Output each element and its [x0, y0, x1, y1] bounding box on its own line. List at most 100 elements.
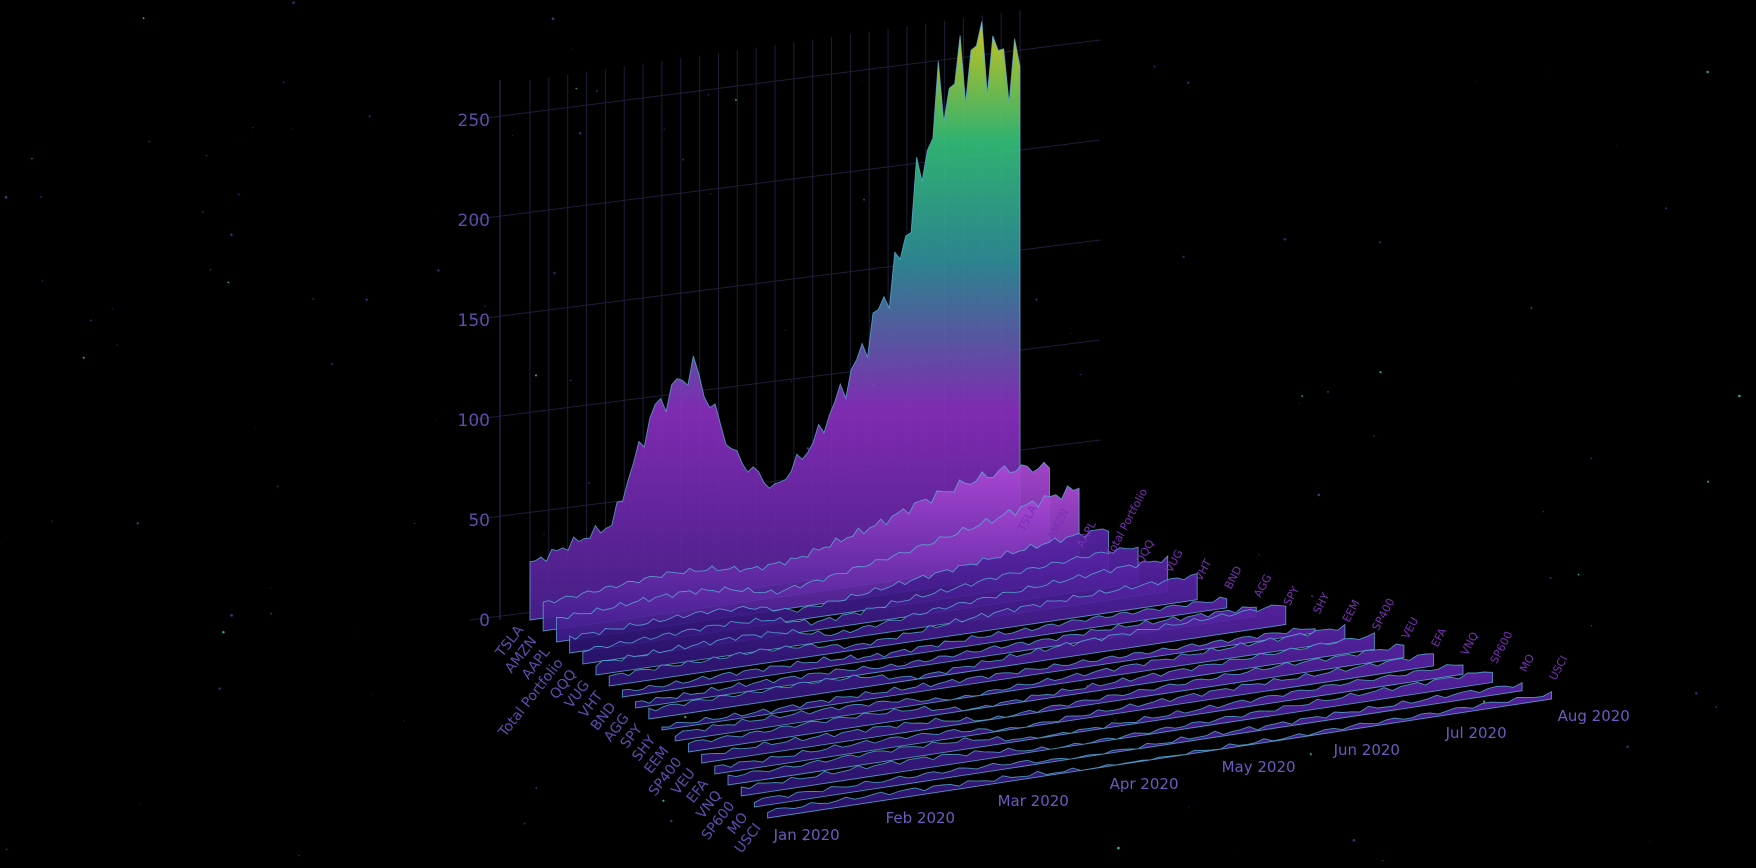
x-tick-label: Aug 2020 — [1558, 707, 1630, 725]
background-dot — [862, 80, 864, 82]
background-dot — [1590, 457, 1592, 460]
background-dot — [403, 720, 405, 722]
background-dot — [1203, 639, 1205, 641]
ribbon-vht — [608, 573, 1198, 687]
background-dot — [926, 818, 928, 819]
z-tick-label: 150 — [458, 311, 490, 331]
background-dot — [230, 614, 233, 617]
background-dot — [41, 280, 43, 282]
x-axis-ticks: Jan 2020 Feb 2020 Mar 2020 Apr 2020 May 2020… — [773, 707, 1630, 844]
background-dot — [31, 157, 33, 160]
background-dot — [1694, 691, 1698, 695]
x-tick-label: Jun 2020 — [1333, 741, 1400, 759]
background-dot — [1238, 849, 1240, 851]
background-dot — [270, 612, 273, 615]
background-dot — [579, 132, 582, 135]
background-dot — [1258, 554, 1260, 556]
background-dot — [227, 281, 230, 284]
background-dot — [282, 81, 285, 84]
z-axis-ticks: 0 50 100 150 200 250 — [458, 111, 490, 631]
background-dot — [569, 379, 572, 382]
background-dot — [1301, 395, 1304, 397]
series-end-label: VUG — [1163, 547, 1186, 574]
background-dot — [365, 298, 368, 301]
z-tick-label: 250 — [458, 111, 490, 131]
background-dot — [551, 17, 555, 21]
background-dot — [1196, 613, 1198, 615]
z-tick-label: 50 — [468, 511, 490, 531]
background-dot — [707, 93, 710, 96]
background-dot — [863, 198, 866, 201]
background-dot — [1373, 435, 1375, 437]
x-tick-label: Apr 2020 — [1110, 775, 1179, 793]
background-dot — [40, 195, 42, 198]
background-dot — [353, 631, 355, 633]
background-dot — [1326, 390, 1330, 393]
background-dots — [4, 1, 1741, 861]
background-dot — [372, 693, 374, 695]
ribbon-tsla — [529, 21, 1021, 621]
x-tick-label: Jul 2020 — [1445, 724, 1507, 742]
background-dot — [331, 362, 334, 365]
background-dot — [512, 134, 514, 136]
background-dot — [553, 271, 556, 275]
background-dot — [1298, 402, 1300, 405]
background-dot — [202, 211, 204, 213]
background-dot — [682, 158, 685, 161]
x-tick-label: May 2020 — [1222, 758, 1296, 776]
background-dot — [1549, 576, 1552, 579]
background-dot — [298, 854, 300, 857]
background-dot — [803, 838, 807, 841]
ribbon-qqq — [582, 546, 1139, 665]
background-dot — [1707, 480, 1710, 483]
background-dot — [575, 87, 577, 90]
ribbon-spy — [648, 604, 1287, 720]
ribbon-series — [529, 21, 1553, 819]
background-dot — [255, 428, 257, 430]
ribbon-veu — [701, 643, 1405, 764]
series-end-label: VHT — [1192, 557, 1214, 583]
background-dot — [312, 297, 314, 300]
background-dot — [785, 329, 786, 331]
background-dot — [1309, 753, 1312, 756]
ribbon-vnq — [727, 664, 1464, 786]
background-dot — [291, 128, 293, 130]
background-dot — [230, 233, 233, 236]
background-dot — [1117, 846, 1120, 850]
background-dot — [595, 89, 599, 92]
background-dot — [1379, 371, 1382, 374]
ribbon-sp400 — [687, 632, 1375, 753]
background-dot — [435, 418, 436, 420]
ribbon-shy — [661, 627, 1316, 731]
background-dot — [1738, 394, 1741, 398]
series-end-label: AGG — [1251, 572, 1274, 600]
background-dot — [677, 785, 680, 788]
background-dot — [251, 127, 254, 129]
background-dot — [1530, 306, 1533, 309]
background-dot — [543, 533, 545, 535]
background-dot — [1182, 255, 1185, 258]
ribbon-mo — [753, 682, 1523, 808]
background-dot — [148, 140, 151, 143]
background-dot — [684, 715, 687, 719]
x-tick-label: Feb 2020 — [886, 809, 956, 827]
background-dot — [1433, 580, 1435, 582]
background-dot — [1311, 595, 1313, 597]
series-end-label: SP400 — [1370, 596, 1398, 633]
background-dot — [276, 485, 279, 488]
background-dot — [484, 305, 486, 307]
background-dot — [205, 154, 208, 157]
background-dot — [1378, 241, 1381, 244]
series-end-label: EFA — [1429, 625, 1450, 649]
background-dot — [136, 522, 139, 525]
background-dot — [6, 537, 7, 539]
background-dot — [5, 848, 8, 851]
background-dot — [139, 803, 141, 805]
background-dot — [368, 115, 371, 118]
background-dot — [1542, 510, 1545, 513]
background-dot — [1715, 706, 1718, 708]
ribbon-eem — [674, 623, 1346, 742]
x-tick-label: Mar 2020 — [998, 792, 1069, 810]
